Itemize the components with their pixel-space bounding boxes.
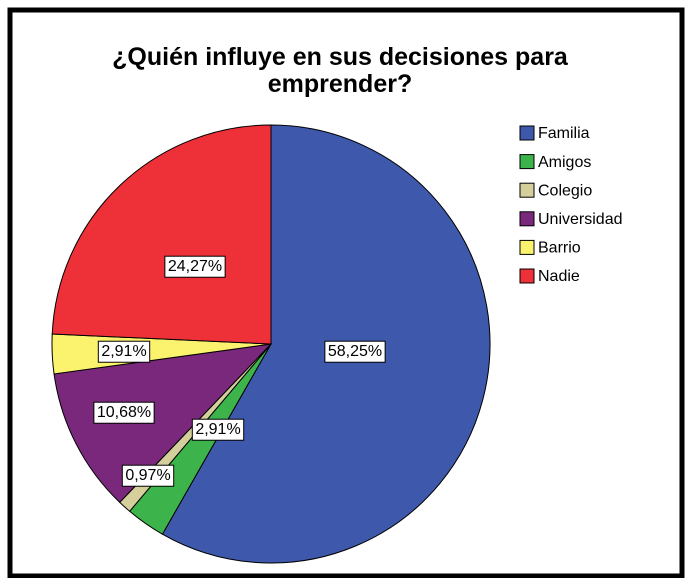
- legend-label: Familia: [538, 125, 590, 142]
- data-label-box: [191, 418, 245, 441]
- legend-swatch: [519, 211, 535, 227]
- legend-swatch: [519, 268, 535, 284]
- chart-title: ¿Quién influye en sus decisiones para em…: [112, 43, 568, 98]
- legend-label: Colegio: [538, 182, 592, 199]
- data-label-box: [93, 401, 155, 424]
- data-label-box: [324, 340, 386, 363]
- legend-swatch: [519, 182, 535, 198]
- legend-swatch: [519, 239, 535, 255]
- pie-slice: [53, 343, 273, 504]
- data-label-box: [164, 255, 226, 278]
- data-label: 10,68%: [97, 404, 151, 421]
- legend-swatch: [519, 125, 535, 141]
- legend-label: Barrio: [538, 240, 581, 257]
- data-label-box: [121, 464, 175, 487]
- legend-label: Nadie: [538, 268, 580, 285]
- legend-swatch: [519, 154, 535, 170]
- frame: [7, 7, 685, 578]
- data-label: 2,91%: [101, 343, 146, 360]
- data-label: 0,97%: [125, 467, 170, 484]
- data-label: 2,91%: [195, 421, 240, 438]
- data-label: 24,27%: [168, 258, 222, 275]
- legend-label: Amigos: [538, 154, 591, 171]
- pie-slice: [51, 124, 272, 345]
- data-label: 58,25%: [328, 343, 382, 360]
- data-label-box: [97, 340, 151, 363]
- legend-label: Universidad: [538, 211, 622, 228]
